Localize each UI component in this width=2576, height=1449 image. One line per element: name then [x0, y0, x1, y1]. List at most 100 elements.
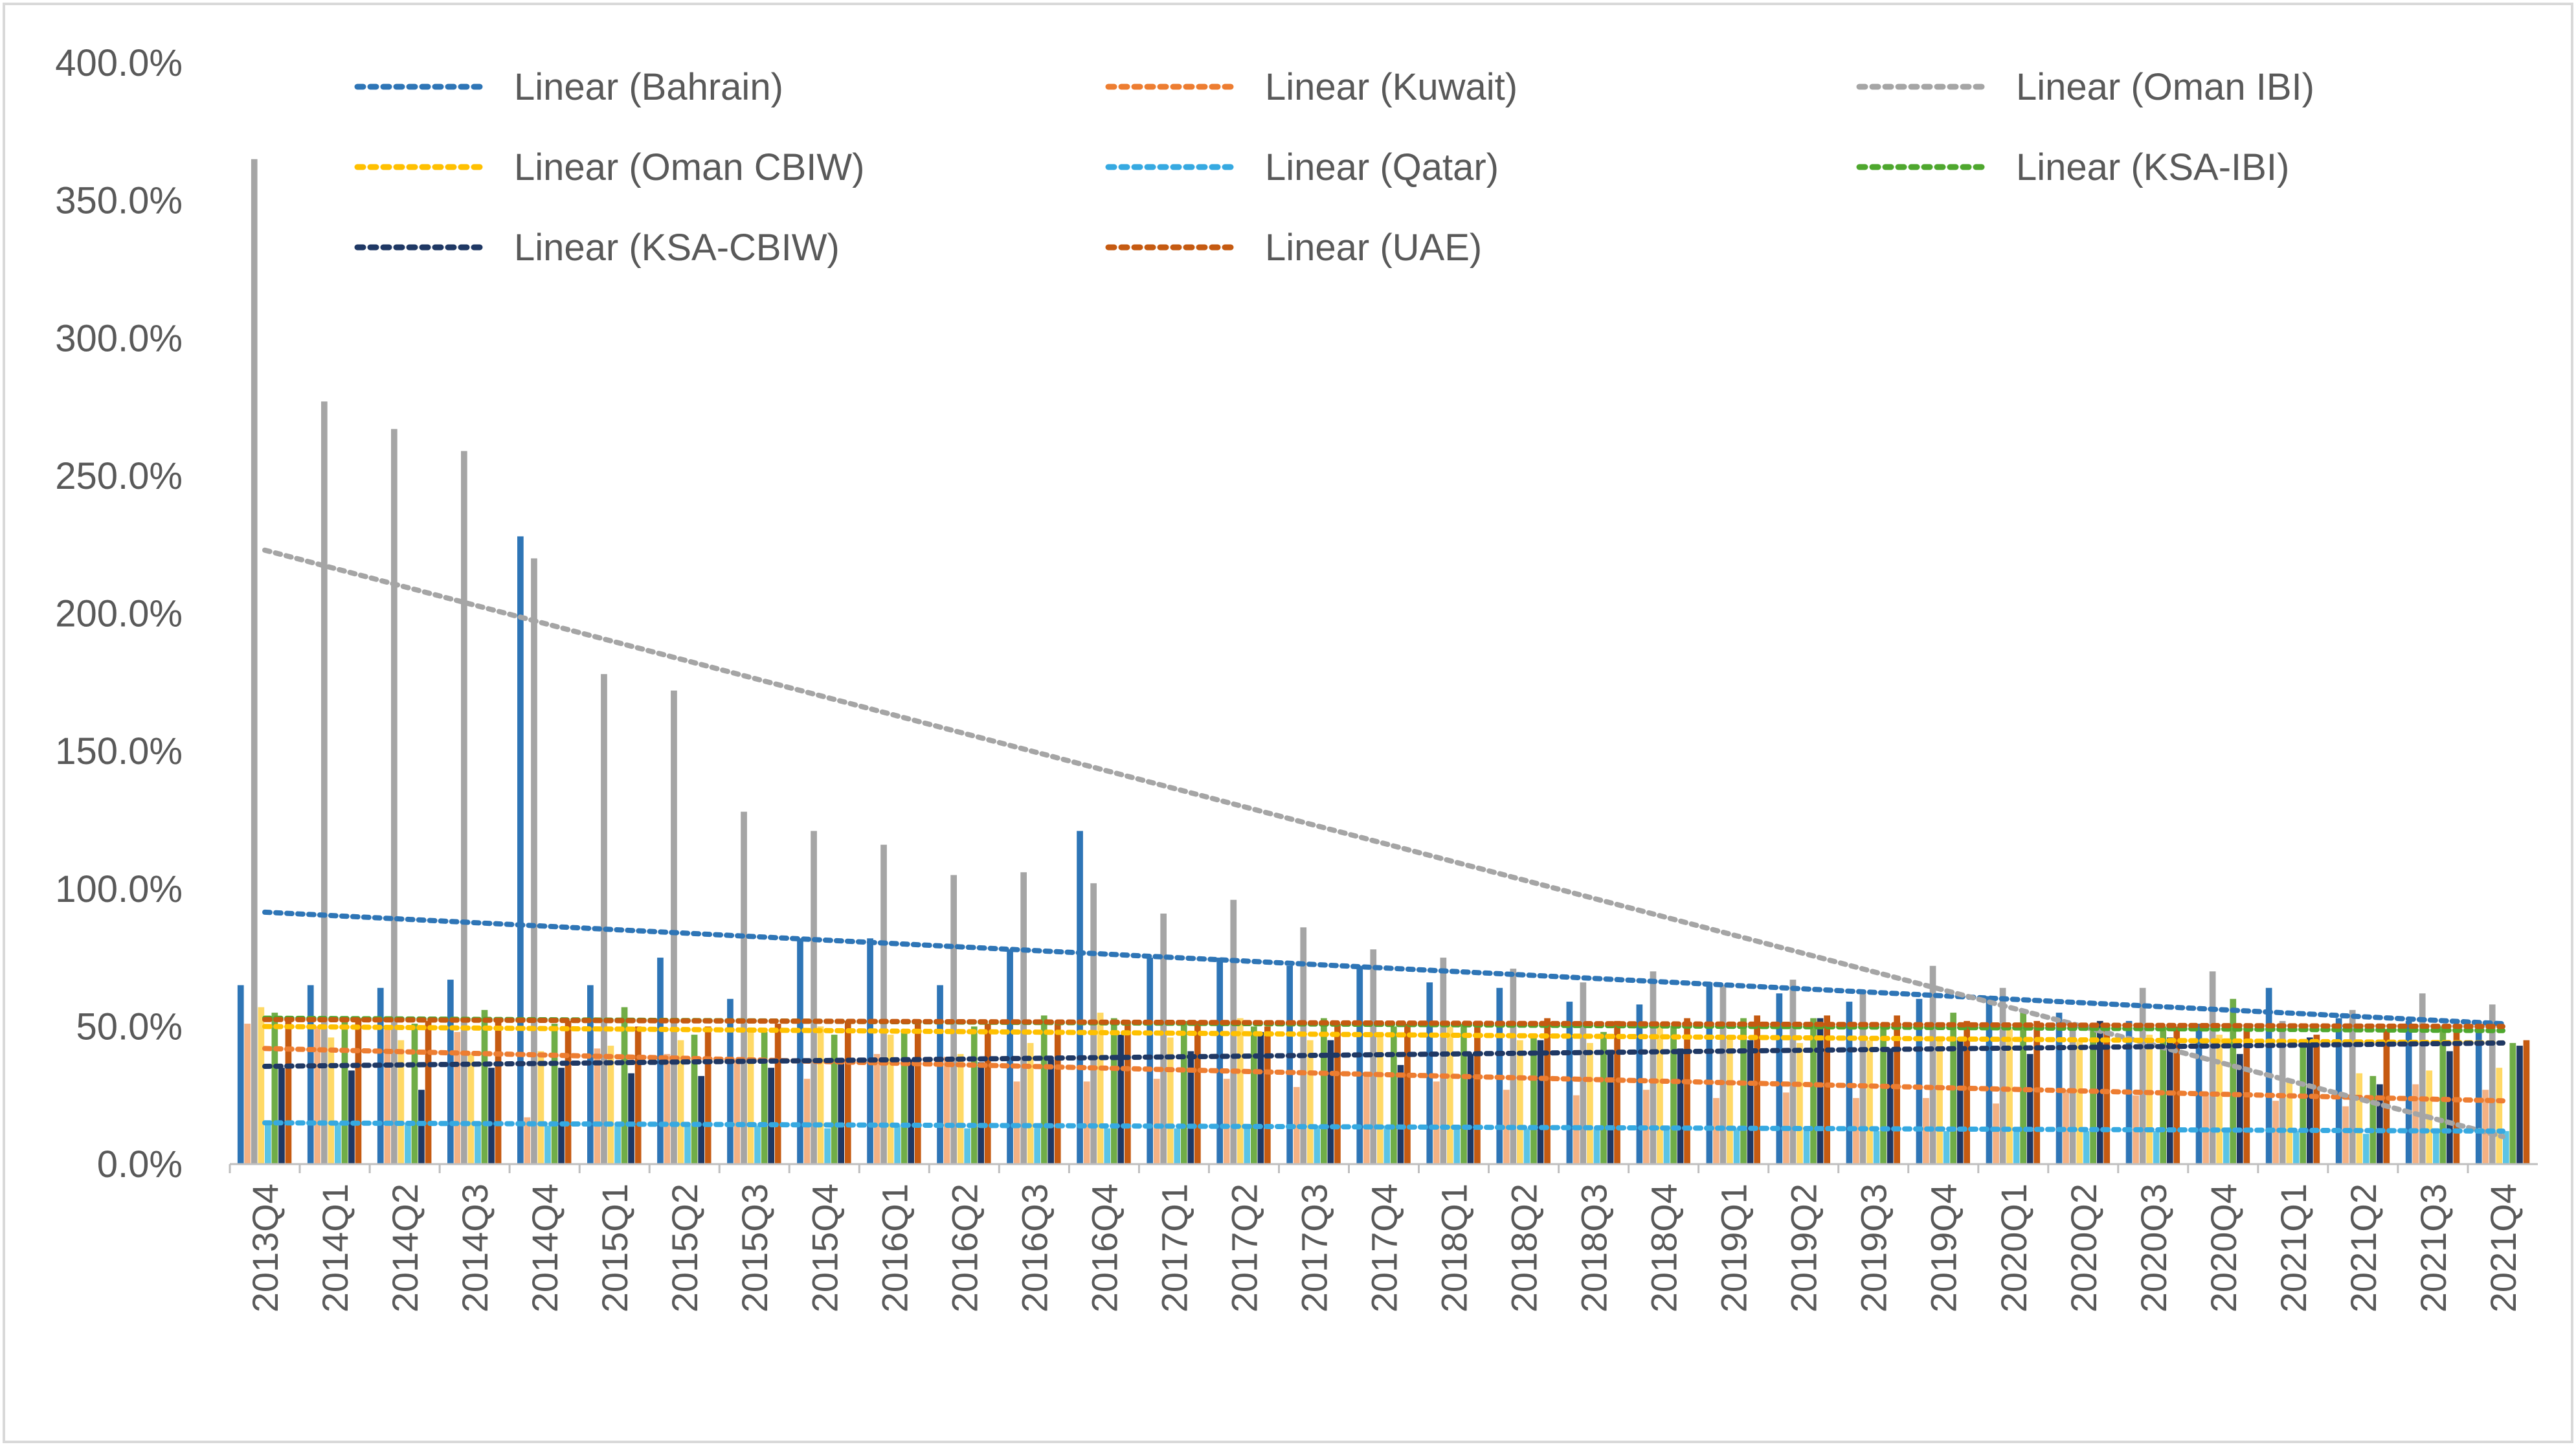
bar-s1-2018Q1: [1426, 982, 1433, 1164]
legend-label: Linear (KSA-CBIW): [514, 227, 840, 269]
x-tick-label: 2019Q2: [1784, 1184, 1824, 1312]
bar-s4-2015Q2: [677, 1040, 684, 1164]
bar-s3-2013Q4: [251, 159, 258, 1164]
bar-s5-2018Q4: [1663, 1125, 1670, 1164]
bar-s5-2021Q3: [2433, 1131, 2439, 1164]
bar-s5-2014Q2: [405, 1123, 411, 1164]
bar-s2-2017Q4: [1363, 1075, 1370, 1164]
bar-s5-2017Q1: [1174, 1128, 1181, 1164]
bar-s5-2017Q3: [1314, 1125, 1321, 1164]
bar-s6-2017Q2: [1251, 1026, 1257, 1164]
bar-s2-2014Q1: [314, 1026, 321, 1164]
bar-s7-2020Q4: [2236, 1053, 2243, 1164]
bar-s5-2015Q2: [684, 1125, 691, 1164]
bar-s4-2019Q2: [1797, 1042, 1803, 1164]
bar-s5-2016Q2: [964, 1128, 970, 1164]
bar-s8-2018Q2: [1544, 1018, 1551, 1164]
bar-s7-2017Q3: [1327, 1040, 1334, 1164]
bar-s6-2021Q3: [2439, 1026, 2447, 1164]
bar-s3-2020Q4: [2209, 971, 2216, 1164]
bar-s1-2017Q3: [1286, 965, 1293, 1164]
legend-label: Linear (Oman CBIW): [514, 146, 864, 188]
bar-s5-2017Q2: [1244, 1125, 1251, 1164]
bar-s2-2015Q2: [664, 1053, 671, 1164]
bar-s8-2019Q2: [1824, 1015, 1830, 1164]
bar-s3-2020Q1: [1999, 987, 2006, 1164]
bar-s8-2017Q4: [1404, 1024, 1411, 1164]
bar-s6-2019Q2: [1810, 1018, 1817, 1164]
bar-s6-2017Q4: [1391, 1026, 1397, 1164]
bar-s1-2020Q1: [1986, 996, 1993, 1164]
bar-s5-2019Q3: [1873, 1131, 1880, 1164]
bar-s7-2018Q2: [1537, 1040, 1544, 1164]
x-tick-label: 2017Q2: [1224, 1184, 1264, 1312]
bar-s3-2018Q2: [1510, 969, 1517, 1164]
bar-s4-2018Q1: [1447, 1026, 1453, 1164]
bar-s5-2018Q3: [1593, 1128, 1600, 1164]
bar-s6-2016Q4: [1110, 1018, 1117, 1164]
bar-s8-2019Q4: [1964, 1020, 1970, 1164]
bar-s6-2019Q1: [1740, 1018, 1747, 1164]
bar-s4-2017Q1: [1167, 1037, 1174, 1164]
x-tick-label: 2018Q1: [1434, 1184, 1475, 1312]
trendline-1: [262, 909, 2505, 1027]
x-tick-label: 2020Q2: [2063, 1184, 2104, 1312]
bar-s5-2020Q1: [2013, 1131, 2020, 1164]
bar-s2-2021Q4: [2482, 1090, 2489, 1164]
bar-s5-2016Q3: [1034, 1128, 1040, 1164]
bar-s8-2020Q3: [2173, 1026, 2180, 1164]
bar-s6-2018Q2: [1530, 1037, 1537, 1164]
bar-s6-2021Q2: [2369, 1075, 2377, 1164]
bar-s5-2020Q4: [2223, 1131, 2230, 1164]
bar-s3-2019Q3: [1859, 991, 1866, 1164]
bar-s5-2019Q4: [1943, 1131, 1950, 1164]
trendline-2: [262, 1046, 2505, 1104]
bar-s7-2016Q1: [908, 1059, 915, 1164]
bar-s5-2020Q3: [2153, 1131, 2160, 1164]
bar-s1-2015Q1: [587, 985, 594, 1164]
bar-s3-2016Q3: [1020, 872, 1027, 1164]
bar-s8-2014Q3: [495, 1020, 502, 1164]
legend-label: Linear (UAE): [1265, 227, 1482, 269]
bar-s1-2019Q3: [1846, 1002, 1853, 1164]
bar-s8-2013Q4: [285, 1018, 292, 1164]
bar-s7-2014Q3: [488, 1068, 495, 1164]
bar-s2-2016Q4: [1083, 1081, 1090, 1164]
bar-s7-2018Q3: [1607, 1053, 1614, 1164]
bar-s4-2014Q3: [467, 1053, 475, 1164]
bar-s4-2017Q3: [1306, 1040, 1314, 1164]
bar-s5-2013Q4: [265, 1123, 271, 1164]
x-tick-label: 2017Q4: [1364, 1184, 1405, 1312]
bar-s7-2019Q4: [1956, 1037, 1964, 1164]
bar-s2-2021Q2: [2342, 1106, 2349, 1164]
bar-s2-2019Q1: [1713, 1097, 1719, 1164]
bar-s7-2015Q1: [628, 1073, 634, 1164]
bar-s7-2015Q2: [698, 1075, 704, 1164]
bar-s6-2017Q3: [1321, 1018, 1327, 1164]
bar-s3-2021Q1: [2279, 1020, 2286, 1164]
bar-s6-2016Q1: [901, 1029, 908, 1164]
bar-s4-2018Q2: [1517, 1040, 1523, 1164]
bar-s5-2018Q2: [1523, 1128, 1530, 1164]
bar-s5-2016Q4: [1104, 1128, 1111, 1164]
bar-s6-2016Q3: [1040, 1015, 1047, 1164]
bar-s7-2019Q3: [1887, 1048, 1894, 1164]
bar-s2-2017Q2: [1223, 1079, 1230, 1164]
bar-s7-2013Q4: [278, 1068, 285, 1164]
bar-s7-2014Q4: [558, 1068, 565, 1164]
bar-s3-2018Q3: [1580, 982, 1587, 1164]
bar-s7-2017Q2: [1257, 1031, 1264, 1164]
x-tick-label: 2020Q1: [1993, 1184, 2034, 1312]
bar-s6-2021Q4: [2509, 1042, 2516, 1164]
bar-s6-2021Q1: [2300, 1040, 2307, 1164]
bar-s7-2018Q1: [1467, 1053, 1474, 1164]
bar-s4-2016Q2: [957, 1053, 964, 1164]
x-tick-label: 2015Q4: [804, 1184, 845, 1312]
bar-s8-2017Q3: [1334, 1024, 1341, 1164]
bar-s8-2014Q2: [425, 1020, 432, 1164]
bar-s6-2015Q3: [761, 1031, 768, 1164]
bar-s2-2015Q1: [594, 1048, 601, 1164]
bar-s3-2017Q4: [1370, 949, 1377, 1164]
bar-s2-2013Q4: [244, 1024, 251, 1164]
bar-s3-2014Q2: [391, 429, 398, 1164]
